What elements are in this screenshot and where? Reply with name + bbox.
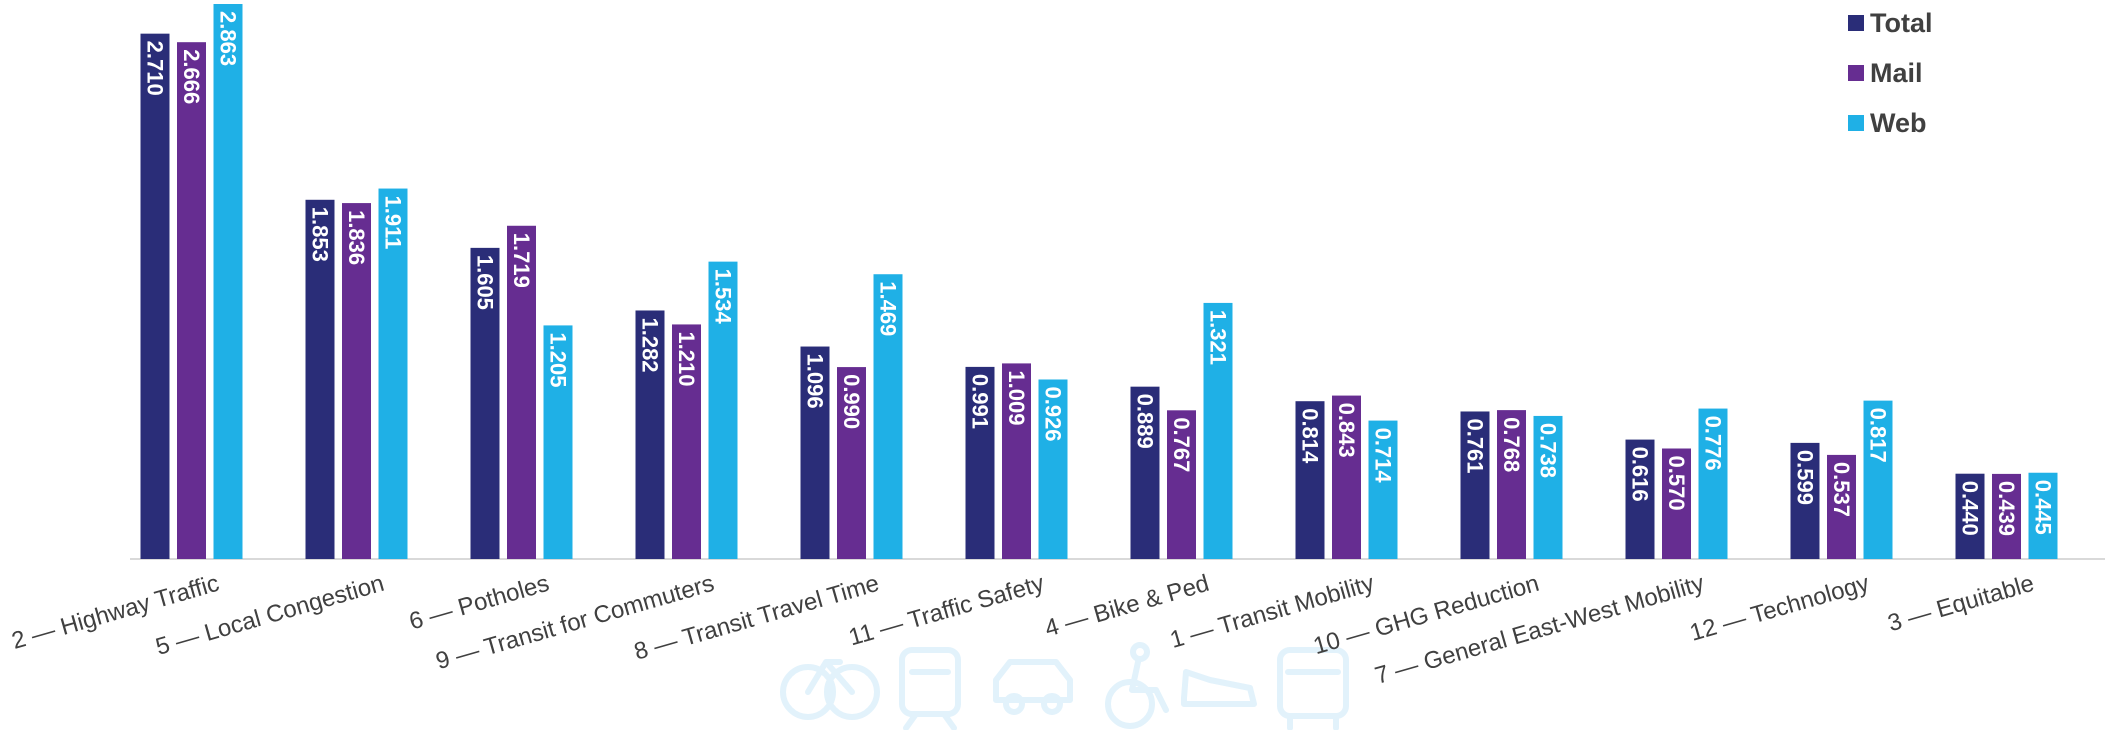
data-label: 0.616: [1628, 447, 1653, 502]
data-label: 2.666: [179, 49, 204, 104]
bar-mail-4: [672, 324, 701, 559]
bar-total-10: [1625, 439, 1655, 559]
data-label: 1.096: [803, 354, 828, 409]
legend: Total Mail Web: [1848, 8, 1933, 138]
data-label: 1.853: [308, 207, 333, 262]
bar-web-12: [2028, 472, 2058, 559]
wheelchair-icon: [1105, 642, 1169, 729]
data-label: 2.710: [143, 41, 168, 96]
bar-web-11: [1863, 400, 1893, 559]
bar-mail-10: [1662, 448, 1691, 559]
tram-icon: [899, 647, 961, 730]
data-label: 0.817: [1866, 408, 1891, 463]
data-label: 0.738: [1536, 423, 1561, 478]
bar-web-9: [1533, 415, 1563, 559]
data-label: 1.282: [638, 317, 663, 372]
bar-total-5: [800, 346, 830, 559]
bar-total-12: [1955, 473, 1985, 559]
bar-mail-12: [1992, 473, 2021, 559]
data-label: 0.445: [2031, 480, 2056, 535]
data-label: 0.537: [1829, 462, 1854, 517]
bar-total-4: [635, 310, 665, 559]
transport-watermark: [780, 642, 1349, 730]
data-label: 2.863: [216, 11, 241, 66]
legend-label-mail: Mail: [1870, 58, 1923, 88]
data-label: 1.210: [674, 331, 699, 386]
bar-web-8: [1368, 420, 1398, 559]
data-label: 0.767: [1169, 417, 1194, 472]
data-label: 0.991: [968, 374, 993, 429]
bus-icon: [1277, 647, 1349, 730]
data-label: 1.836: [344, 210, 369, 265]
bar-mail-3: [507, 225, 536, 559]
bar-total-2: [305, 199, 335, 559]
bar-web-10: [1698, 408, 1728, 559]
data-label: 1.605: [473, 255, 498, 310]
bar-total-9: [1460, 411, 1490, 559]
legend-label-total: Total: [1870, 8, 1933, 38]
category-label: 9 — Transit for Commuters: [433, 570, 717, 675]
bicycle-icon: [780, 659, 880, 720]
legend-swatch-web: [1848, 115, 1864, 131]
bar-mail-1: [177, 42, 206, 559]
bar-web-1: [213, 4, 243, 559]
data-label: 0.761: [1463, 418, 1488, 473]
bar-mail-6: [1002, 363, 1031, 559]
data-label: 0.440: [1958, 481, 1983, 536]
bar-total-7: [1130, 386, 1160, 559]
bar-web-7: [1203, 302, 1233, 559]
bar-web-6: [1038, 379, 1068, 559]
bar-total-6: [965, 366, 995, 559]
bar-total-3: [470, 247, 500, 559]
data-label: 1.719: [509, 233, 534, 288]
data-label: 0.768: [1499, 417, 1524, 472]
data-label: 1.009: [1004, 370, 1029, 425]
bar-mail-8: [1332, 395, 1361, 559]
bar-mail-7: [1167, 410, 1196, 559]
car-icon: [993, 659, 1073, 715]
data-label: 0.599: [1793, 450, 1818, 505]
bar-total-8: [1295, 401, 1325, 559]
legend-swatch-total: [1848, 15, 1864, 31]
bar-total-1: [140, 33, 170, 560]
data-label: 0.814: [1298, 408, 1323, 464]
bar-mail-5: [837, 367, 866, 559]
bar-web-4: [708, 261, 738, 559]
data-label: 1.534: [711, 269, 736, 325]
data-label: 0.843: [1334, 403, 1359, 458]
bars-layer: 2.710 2.666 2.863 1.853 1.836 1.911 1.605 1.719…: [140, 4, 2058, 560]
bar-mail-9: [1497, 410, 1526, 559]
bar-mail-11: [1827, 454, 1856, 559]
bar-total-11: [1790, 442, 1820, 559]
legend-label-web: Web: [1870, 108, 1927, 138]
legend-swatch-mail: [1848, 65, 1864, 81]
bar-web-5: [873, 274, 903, 559]
bar-web-3: [543, 325, 573, 559]
data-label: 0.776: [1701, 416, 1726, 471]
bar-web-2: [378, 188, 408, 560]
data-label: 0.570: [1664, 456, 1689, 511]
sneaker-icon: [1181, 669, 1257, 707]
data-label: 1.205: [546, 332, 571, 387]
data-label: 0.889: [1133, 394, 1158, 449]
data-label: 0.990: [839, 374, 864, 429]
data-label: 0.714: [1371, 428, 1396, 484]
bar-mail-2: [342, 203, 371, 560]
category-label: 12 — Technology: [1687, 570, 1872, 647]
data-label: 1.469: [876, 281, 901, 336]
data-label: 0.926: [1041, 386, 1066, 441]
data-label: 1.321: [1206, 310, 1231, 365]
data-label: 0.439: [1994, 481, 2019, 536]
category-label: 3 — Equitable: [1885, 570, 2037, 638]
data-label: 1.911: [381, 196, 406, 250]
